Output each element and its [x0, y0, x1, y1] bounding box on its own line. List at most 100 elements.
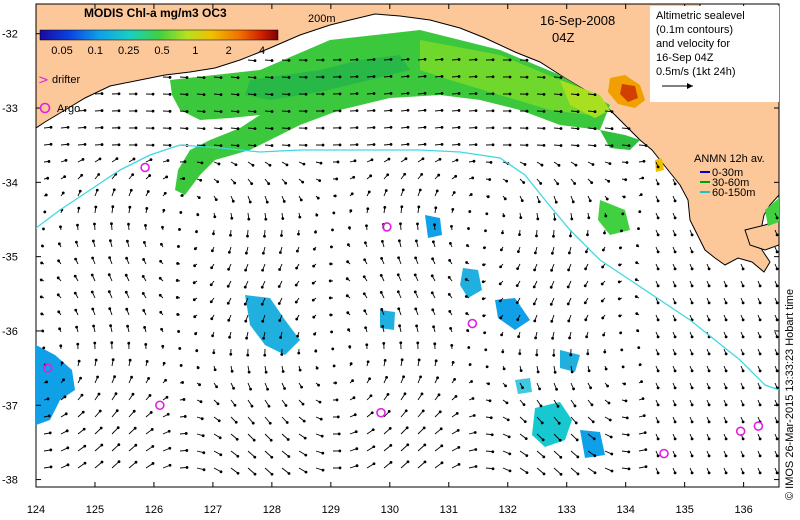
velocity-arrowhead [230, 216, 234, 220]
velocity-arrow [434, 462, 443, 469]
velocity-arrowhead [353, 413, 357, 417]
velocity-arrowhead [91, 239, 95, 243]
velocity-arrowhead [518, 352, 522, 356]
velocity-arrowhead [372, 462, 376, 466]
velocity-arrowhead [481, 297, 485, 301]
velocity-arrowhead [346, 260, 350, 264]
velocity-arrowhead [489, 416, 493, 420]
velocity-arrowhead [507, 435, 511, 439]
velocity-arrowhead [314, 349, 318, 353]
velocity-arrowhead [253, 59, 257, 63]
velocity-arrowhead [624, 399, 628, 403]
velocity-arrowhead [100, 460, 104, 464]
velocity-arrowhead [108, 256, 112, 260]
velocity-arrowhead [47, 160, 51, 163]
velocity-arrowhead [41, 329, 45, 333]
velocity-arrowhead [97, 392, 101, 396]
velocity-arrowhead [590, 181, 594, 185]
velocity-arrowhead [142, 309, 146, 312]
velocity-arrowhead [100, 92, 104, 95]
velocity-arrowhead [74, 240, 78, 244]
velocity-arrowhead [91, 307, 95, 311]
velocity-arrowhead [114, 392, 118, 396]
velocity-arrowhead [253, 455, 257, 459]
velocity-arrow [536, 433, 544, 441]
velocity-arrowhead [81, 158, 85, 161]
velocity-arrowhead [435, 189, 439, 193]
colorbar-tick-label: 2 [226, 45, 232, 57]
velocity-arrowhead [202, 127, 206, 131]
velocity-arrowhead [534, 336, 538, 340]
velocity-arrowhead [542, 92, 546, 96]
velocity-arrowhead [158, 293, 162, 297]
velocity-arrowhead [724, 437, 728, 441]
velocity-arrowhead [98, 157, 102, 161]
velocity-arrowhead [95, 188, 99, 192]
velocity-arrowhead [525, 454, 529, 458]
velocity-arrowhead [372, 75, 376, 78]
velocity-arrowhead [404, 157, 408, 161]
velocity-arrowhead [349, 209, 353, 213]
velocity-arrowhead [175, 279, 179, 282]
velocity-arrowhead [501, 350, 505, 354]
velocity-arrowhead [304, 109, 308, 113]
velocity-arrowhead [775, 318, 779, 322]
velocity-arrowhead [386, 173, 390, 177]
x-tick-label: 136 [734, 504, 752, 516]
velocity-arrowhead [211, 334, 215, 338]
velocity-arrow [247, 433, 255, 441]
velocity-arrowhead [321, 143, 325, 147]
velocity-arrowhead [304, 143, 308, 147]
velocity-arrowhead [724, 318, 728, 322]
velocity-arrowhead [127, 222, 130, 226]
velocity-arrowhead [349, 362, 353, 366]
velocity-arrowhead [127, 341, 131, 345]
velocity-arrowhead [515, 284, 519, 288]
velocity-arrowhead [724, 471, 728, 475]
velocity-arrowhead [559, 76, 563, 79]
velocity-arrowhead [635, 244, 639, 248]
velocity-arrowhead [47, 414, 51, 418]
velocity-arrowhead [180, 194, 184, 197]
argo-float-marker [140, 162, 150, 173]
velocity-arrowhead [403, 392, 407, 396]
velocity-arrowhead [457, 75, 461, 78]
velocity-arrowhead [345, 294, 349, 298]
velocity-arrowhead [311, 298, 315, 302]
velocity-arrowhead [278, 319, 282, 322]
velocity-arrowhead [601, 316, 605, 320]
velocity-arrowhead [516, 267, 520, 271]
velocity-arrowhead [423, 125, 427, 129]
velocity-arrowhead [489, 160, 493, 164]
velocity-arrowhead [151, 143, 155, 147]
velocity-arrowhead [124, 290, 128, 294]
velocity-arrowhead [488, 399, 492, 403]
velocity-arrowhead [440, 444, 444, 448]
velocity-arrowhead [194, 332, 198, 336]
velocity-arrowhead [707, 454, 711, 458]
velocity-arrowhead [641, 397, 645, 401]
velocity-arrowhead [193, 247, 197, 251]
velocity-arrowhead [387, 410, 391, 413]
velocity-arrowhead [406, 142, 410, 146]
velocity-arrowhead [603, 231, 606, 235]
velocity-arrowhead [168, 463, 172, 467]
velocity-arrowhead [399, 341, 403, 345]
velocity-arrowhead [690, 420, 694, 424]
velocity-arrowhead [321, 451, 325, 455]
velocity-arrow [536, 467, 545, 475]
velocity-arrowhead [724, 420, 728, 424]
velocity-arrowhead [423, 443, 427, 447]
velocity-arrowhead [286, 438, 290, 441]
velocity-arrowhead [504, 384, 507, 388]
velocity-arrowhead [610, 110, 614, 114]
velocity-arrowhead [328, 279, 332, 283]
velocity-arrowhead [348, 226, 351, 230]
velocity-arrowhead [304, 75, 308, 79]
velocity-arrowhead [604, 367, 608, 371]
velocity-arrowhead [66, 142, 70, 146]
velocity-arrowhead [210, 266, 214, 270]
velocity-arrowhead [99, 426, 103, 430]
velocity-arrowhead [551, 336, 555, 340]
velocity-arrowhead [690, 437, 694, 441]
